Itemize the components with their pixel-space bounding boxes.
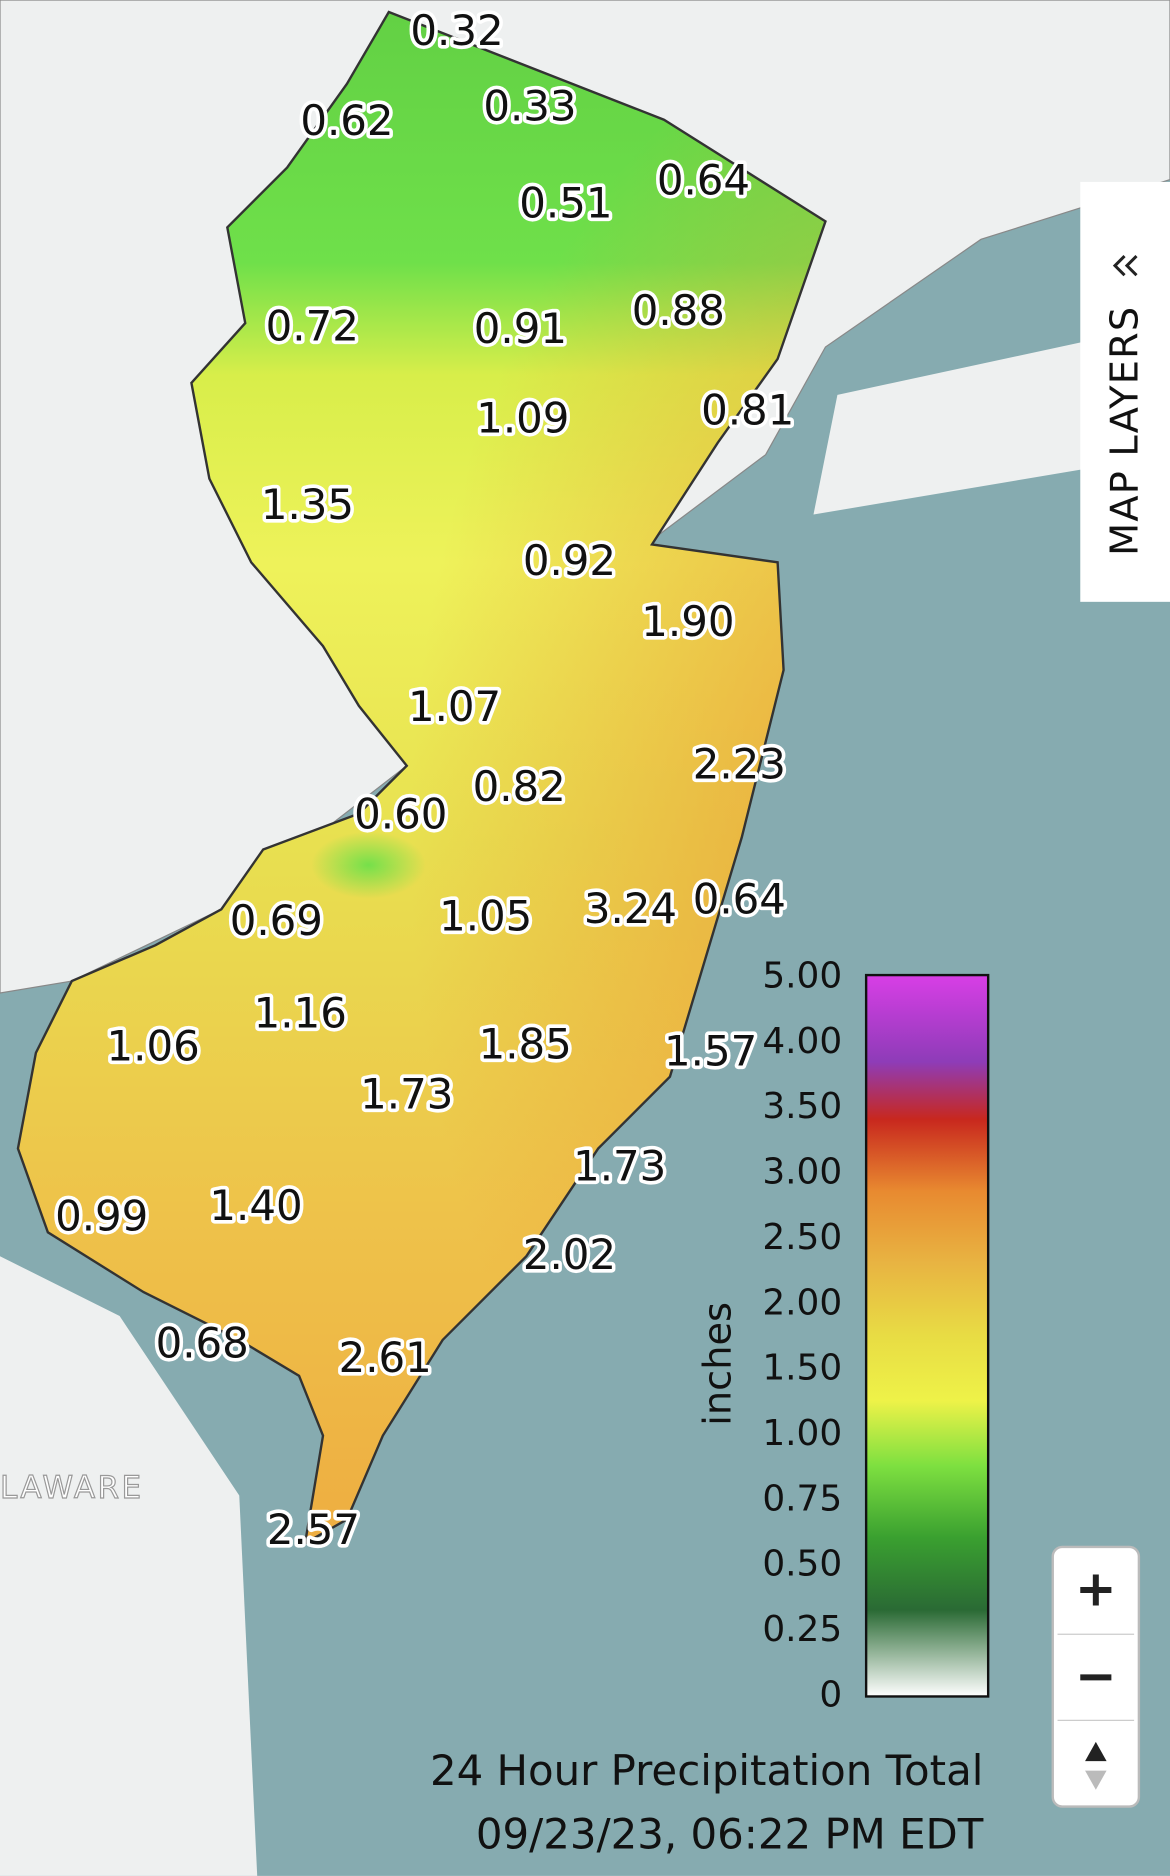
station-value: 0.62 bbox=[300, 96, 393, 145]
compass-south[interactable] bbox=[1085, 1770, 1107, 1790]
legend-tick-label: 3.50 bbox=[762, 1086, 842, 1127]
station-value: 1.07 bbox=[408, 682, 501, 731]
collapse-icon[interactable] bbox=[1112, 255, 1138, 277]
station-value: 1.35 bbox=[261, 480, 354, 529]
legend-tick-label: 1.00 bbox=[762, 1413, 842, 1454]
legend-tick-label: 5.00 bbox=[762, 955, 842, 996]
station-value: 3.24 bbox=[584, 884, 677, 933]
zoom-in[interactable] bbox=[1080, 1574, 1112, 1606]
station-value: 2.61 bbox=[339, 1333, 432, 1382]
station-value: 1.09 bbox=[476, 394, 569, 443]
station-value: 0.72 bbox=[266, 302, 359, 351]
station-value: 0.32 bbox=[410, 6, 503, 55]
station-value: 1.06 bbox=[107, 1022, 200, 1071]
station-value: 1.16 bbox=[254, 988, 347, 1037]
legend-tick-label: 0.25 bbox=[762, 1609, 842, 1650]
station-value: 1.05 bbox=[439, 891, 532, 940]
station-value: 1.73 bbox=[573, 1141, 666, 1190]
station-value: 0.82 bbox=[473, 762, 566, 811]
legend-tick-label: 3.00 bbox=[762, 1152, 842, 1193]
station-value: 2.02 bbox=[523, 1230, 616, 1279]
zoom-control bbox=[1051, 1545, 1141, 1808]
station-value: 0.51 bbox=[519, 178, 612, 227]
station-value: 0.91 bbox=[474, 304, 567, 353]
station-value: 1.85 bbox=[479, 1019, 572, 1068]
station-value: 0.69 bbox=[230, 896, 323, 945]
station-value: 2.57 bbox=[267, 1505, 360, 1554]
layers-button[interactable]: MAP LAYERS bbox=[1080, 181, 1170, 602]
layers-label[interactable]: MAP LAYERS bbox=[1102, 306, 1147, 556]
legend-ticks: 5.00 4.00 3.50 3.00 2.50 2.00 1.50 1.00 0.75 0.50… bbox=[761, 954, 844, 1718]
caption-timestamp: 09/23/23, 06:22 PM EDT bbox=[476, 1809, 984, 1858]
station-value: 1.57 bbox=[664, 1027, 757, 1076]
legend-tick-label: 2.50 bbox=[762, 1217, 842, 1258]
station-value: 0.81 bbox=[701, 385, 794, 434]
legend-unit: inches bbox=[696, 1302, 741, 1426]
legend-tick-label: 4.00 bbox=[762, 1021, 842, 1062]
caption-title: 24 Hour Precipitation Total bbox=[430, 1746, 983, 1795]
station-value: 0.88 bbox=[632, 286, 725, 335]
legend-tick-label: 0.50 bbox=[762, 1544, 842, 1585]
region-label: LAWARE bbox=[0, 1470, 144, 1506]
station-labels: 0.32 0.62 0.33 0.51 0.64 0.72 0.91 0.88 1.09 0.81… bbox=[51, 2, 797, 1557]
legend-tick-label: 1.50 bbox=[762, 1348, 842, 1389]
legend-tick-label: 0.75 bbox=[762, 1478, 842, 1519]
station-value: 0.92 bbox=[523, 536, 616, 585]
legend-tick-label: 2.00 bbox=[762, 1282, 842, 1323]
station-value: 0.68 bbox=[156, 1318, 249, 1367]
layers-panel[interactable] bbox=[1080, 181, 1170, 602]
legend-tick-label: 0 bbox=[819, 1674, 842, 1715]
station-value: 0.60 bbox=[354, 790, 447, 839]
station-value: 0.64 bbox=[693, 875, 786, 924]
station-value: 2.23 bbox=[693, 739, 786, 788]
station-value: 1.73 bbox=[360, 1070, 453, 1119]
station-value: 0.64 bbox=[657, 156, 750, 205]
compass-north[interactable] bbox=[1085, 1741, 1107, 1762]
delaware-land bbox=[0, 1256, 258, 1876]
station-value: 1.90 bbox=[641, 597, 734, 646]
station-value: 0.33 bbox=[483, 81, 576, 130]
legend-bar bbox=[864, 973, 990, 1698]
station-value: 0.99 bbox=[55, 1192, 148, 1241]
station-value: 1.40 bbox=[209, 1181, 302, 1230]
